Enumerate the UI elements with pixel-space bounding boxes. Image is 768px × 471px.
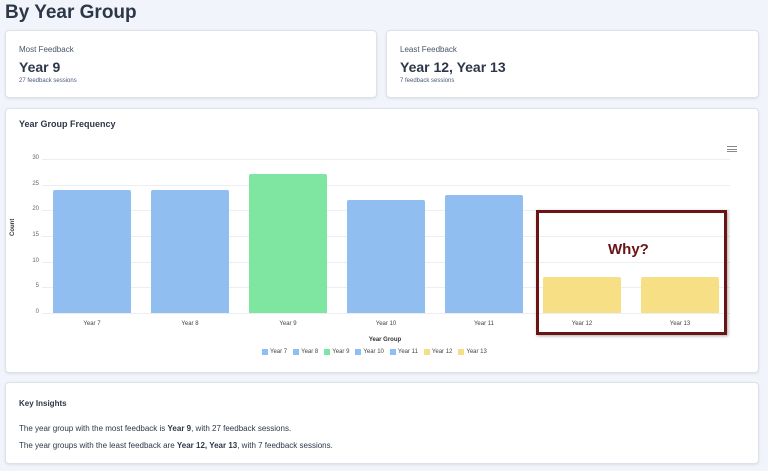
y-tick-label: 5 [35,283,39,290]
gridline [42,184,730,186]
bar-year-8[interactable] [151,189,229,313]
x-tick-label: Year 7 [83,321,101,327]
y-tick-label: 0 [35,309,39,315]
legend-swatch [458,349,465,355]
legend-item[interactable]: Year 10 [355,349,384,355]
legend-swatch [355,349,362,355]
least-feedback-card: Least Feedback Year 12, Year 13 7 feedba… [386,30,759,98]
bar-year-10[interactable] [347,200,425,313]
legend-swatch [389,349,396,355]
y-tick-label: 10 [32,257,39,264]
insight-most-bold: Year 9 [167,424,192,433]
gridline [42,313,730,314]
insight-most: The year group with the most feedback is… [19,424,291,433]
x-tick-label: Year 8 [181,321,199,327]
y-tick-label: 20 [32,206,39,213]
insight-most-text: The year group with the most feedback is [19,424,168,433]
y-tick-label: 15 [32,232,39,238]
insight-least-tail: , with 7 feedback sessions. [237,441,333,450]
insight-most-tail: , with 27 feedback sessions. [191,424,292,433]
bar-year-13[interactable] [641,277,719,313]
least-feedback-label: Least Feedback [400,45,457,54]
y-tick-label: 30 [32,155,39,161]
page-title: By Year Group [5,2,137,23]
x-axis-label: Year Group [368,337,402,343]
legend-label: Year 8 [301,349,319,355]
annotation-why-text: Why? [608,241,649,258]
x-tick-label: Year 10 [375,321,397,327]
gridline [42,159,730,160]
legend-swatch [324,349,331,355]
x-tick-label: Year 11 [473,321,495,327]
least-feedback-value: Year 12, Year 13 [400,59,506,75]
legend-label: Year 12 [431,349,453,355]
legend-item[interactable]: Year 9 [324,349,349,355]
most-feedback-label: Most Feedback [19,45,74,54]
bar-year-9[interactable] [249,174,327,313]
legend-item[interactable]: Year 7 [262,349,287,355]
legend-item[interactable]: Year 11 [389,349,418,355]
insight-least: The year groups with the least feedback … [19,441,333,450]
y-tick-label: 25 [32,180,39,187]
chart-legend: Year 7 Year 8 Year 9 Year 10 Year 11 Year 12 Y… [262,349,487,355]
legend-label: Year 9 [332,349,350,355]
least-feedback-sub: 7 feedback sessions [400,78,455,84]
most-feedback-card: Most Feedback Year 9 27 feedback session… [5,30,377,98]
legend-swatch [293,349,300,355]
x-tick-label: Year 12 [571,321,593,327]
key-insights-card: Key Insights The year group with the mos… [5,382,759,464]
chart-title: Year Group Frequency [19,119,116,129]
bar-year-11[interactable] [445,194,523,313]
x-tick-label: Year 13 [669,321,691,327]
bar-year-12[interactable] [543,277,621,313]
x-tick-label: Year 9 [279,321,297,327]
insight-least-text: The year groups with the least feedback … [19,441,177,450]
insight-least-bold: Year 12, Year 13 [176,441,238,450]
legend-swatch [423,349,430,355]
legend-item[interactable]: Year 13 [458,349,487,355]
legend-swatch [262,349,268,355]
bar-year-7[interactable] [53,189,131,313]
most-feedback-sub: 27 feedback sessions [19,78,77,84]
y-axis-label: Count [10,218,16,236]
legend-label: Year 10 [363,349,384,355]
annotation-highlight-box [536,210,727,335]
legend-label: Year 11 [397,349,418,355]
legend-item[interactable]: Year 8 [293,349,318,355]
insights-title: Key Insights [19,399,67,408]
legend-item[interactable]: Year 12 [423,349,453,355]
hamburger-menu-icon[interactable] [727,146,737,152]
legend-label: Year 13 [466,349,487,355]
most-feedback-value: Year 9 [19,59,61,75]
legend-label: Year 7 [270,349,288,355]
